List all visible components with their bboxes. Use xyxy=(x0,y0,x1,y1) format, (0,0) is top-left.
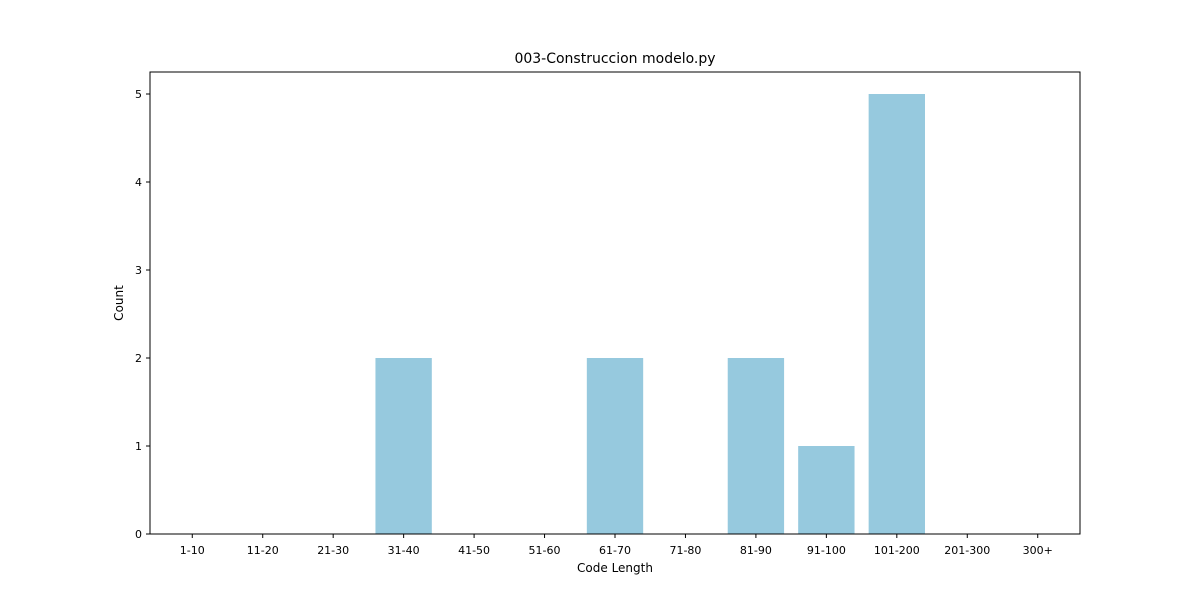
bar-61-70 xyxy=(586,358,644,534)
x-tick-label: 71-80 xyxy=(669,544,701,557)
y-tick-label: 2 xyxy=(135,352,142,365)
x-tick-label: 61-70 xyxy=(599,544,631,557)
y-tick-label: 4 xyxy=(135,176,142,189)
bar-31-40 xyxy=(375,358,432,534)
x-tick-label: 201-300 xyxy=(944,544,990,557)
x-tick-label: 51-60 xyxy=(529,544,561,557)
x-tick-label: 101-200 xyxy=(874,544,920,557)
bars-group xyxy=(375,94,925,534)
x-tick-label: 1-10 xyxy=(180,544,205,557)
bar-81-90 xyxy=(727,358,785,534)
x-tick-label: 31-40 xyxy=(388,544,420,557)
chart-title: 003-Construccion modelo.py xyxy=(514,51,715,67)
bar-101-200 xyxy=(868,94,925,534)
x-tick-label: 91-100 xyxy=(807,544,846,557)
y-tick-label: 1 xyxy=(135,440,142,453)
y-axis-label: Count xyxy=(112,285,126,321)
bar-91-100 xyxy=(798,446,855,534)
x-tick-label: 21-30 xyxy=(317,544,349,557)
y-tick-label: 5 xyxy=(135,88,142,101)
y-tick-label: 3 xyxy=(135,264,142,277)
x-tick-label: 81-90 xyxy=(740,544,772,557)
x-tick-label: 41-50 xyxy=(458,544,490,557)
x-axis-label: Code Length xyxy=(577,561,653,575)
x-tick-label: 300+ xyxy=(1023,544,1053,557)
y-axis-ticks: 0 1 2 3 4 5 xyxy=(135,88,150,541)
x-tick-label: 11-20 xyxy=(247,544,279,557)
y-tick-label: 0 xyxy=(135,528,142,541)
x-axis-ticks: 1-10 11-20 21-30 31-40 41-50 51-60 61-70 71-80 8… xyxy=(180,534,1053,557)
